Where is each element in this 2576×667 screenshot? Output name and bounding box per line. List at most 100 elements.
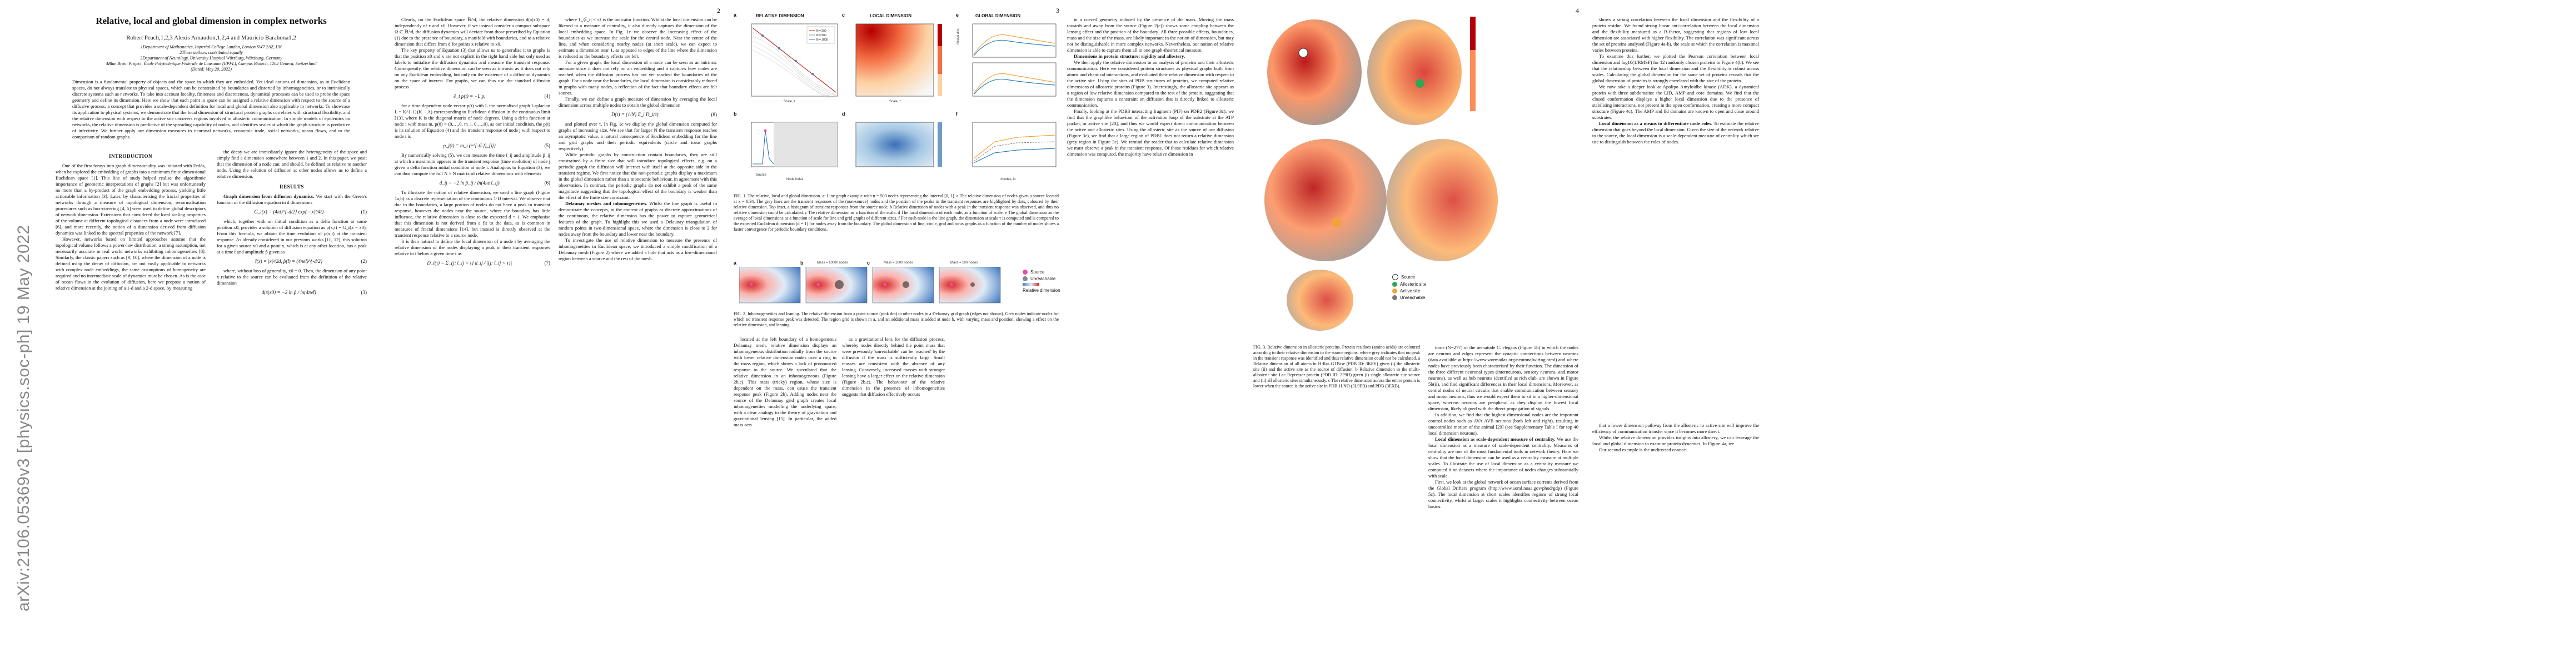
legend-item: Allosteric site [1392, 282, 1426, 287]
date-line: (Dated: May 20, 2022) [191, 67, 232, 72]
body-paragraph: and plotted over τ. In Fig. 1c we displa… [559, 121, 717, 151]
equation-text: d_ij = −2 ln p̂_ij / ln(4πe t̂_ij) [439, 180, 500, 186]
intro-paragraph: One of the first forays into graph dimen… [56, 163, 206, 236]
equation-5: p_j(t) = m_i (e^{-tL})_{ij} (5) [395, 143, 550, 149]
body-paragraph: Graph dimension from diffusion dynamics.… [217, 193, 367, 206]
body-paragraph: In addition, we find that the highest di… [1428, 412, 1578, 436]
unreachable-swatch [1392, 295, 1397, 300]
body-paragraph: To illustrate the notion of relative dim… [395, 190, 550, 238]
affiliation-line: 3Department of Neurology, University Hos… [140, 56, 282, 61]
authors: Robert Peach,1,2,3 Alexis Arnaudon,1,2,4… [126, 34, 296, 41]
page2-col-right: where 1_{t̂_ij < τ} is the indicator fun… [559, 17, 717, 262]
body-paragraph: where 1_{t̂_ij < τ} is the indicator fun… [559, 17, 717, 59]
page1-col-left: INTRODUCTION One of the first forays int… [56, 149, 206, 291]
colorbar [1023, 283, 1039, 286]
equation-text: G_t(x) = (4πt)^{-d/2} exp(−|x|²/4t) [254, 209, 324, 215]
legend-label: N = 200 [816, 29, 826, 33]
figure-2-legend: Source Unreachable Relative dimension [1023, 268, 1062, 295]
body-paragraph: While periodic graphs by construction co… [559, 152, 717, 200]
page-3-continued: in a curved geometry induced by the pres… [1062, 0, 1245, 667]
equation-text: d(x|x0) = −2 ln p̂ / ln(4πet̂) [261, 290, 316, 295]
body-paragraph: where, without loss of generality, x0 = … [217, 268, 367, 286]
source-swatch [1023, 270, 1028, 275]
subheading: Dimensions in protein structure: rigidit… [1074, 53, 1185, 59]
body-paragraph: By numerically solving (5), we can measu… [395, 152, 550, 176]
equation-4: ∂_t p(t) = −L p, (4) [395, 93, 550, 99]
legend-label: Unreachable [1400, 295, 1426, 300]
axis-label: Scale, τ [889, 100, 901, 103]
intro-heading: INTRODUCTION [108, 153, 152, 159]
axis-label: Source [756, 173, 767, 177]
protein-structures [1264, 17, 1498, 331]
body-paragraph: First, we look at the global network of … [1428, 479, 1578, 509]
page-3: 3 a RELATIVE DIMENSION LOCAL DIMENSION G… [728, 0, 1062, 667]
body-paragraph: located at the left boundary of a homoge… [734, 336, 836, 427]
figure-2: a b c Mass = 10000 nodes Mass = 1000 nod… [734, 260, 1062, 310]
dimension-vs-nodes-plot [972, 122, 1057, 167]
panel-title: Mass = 100 nodes [950, 261, 978, 265]
legend-label: Source [1030, 270, 1045, 275]
subheading: Delaunay meshes and inhomogeneities. [565, 201, 647, 206]
body-text: Whilst the line graph is useful to demon… [559, 201, 717, 237]
body-paragraph: Local dimension as a means to differenti… [1592, 121, 1759, 145]
equation-text: t̂(x) = |x|²/2d, p̂(t̂) = (4πet̂)^{-d/2} [255, 258, 323, 264]
page3-col-2: as a gravitational lens for the diffusio… [842, 336, 945, 397]
equation-number: (2) [361, 258, 367, 264]
local-dimension-grid [855, 122, 942, 167]
body-paragraph: Clearly, on the Euclidean space ℝ^d, the… [395, 17, 550, 47]
body-paragraph: For a given graph, the local dimension o… [559, 59, 717, 96]
legend-label: Unreachable [1030, 276, 1056, 281]
allosteric-swatch [1392, 282, 1397, 287]
local-dimension-heatmap [855, 23, 942, 97]
body-paragraph: tome (N=277) of the nematode C. elegans … [1428, 345, 1578, 411]
equation-text: D(τ) = (1/N) Σ_i D_i(τ) [611, 112, 659, 117]
body-paragraph: Finally, looking at the PDB3 interacting… [1067, 108, 1234, 157]
equation-1: G_t(x) = (4πt)^{-d/2} exp(−|x|²/4t) (1) [217, 209, 367, 215]
legend-item: Unreachable [1392, 295, 1426, 300]
legend-label: Relative dimension [1023, 288, 1060, 293]
panel-title: GLOBAL DIMENSION [975, 13, 1021, 18]
page4-col-3: that a lower dimension pathway from the … [1592, 422, 1759, 453]
equation-text: D_i(τ) = Σ_{j: t̂_ij < τ} d_ij / |{j: t̂… [427, 260, 512, 266]
page1-col-right: the decay we are immediately ignore the … [217, 149, 367, 299]
body-paragraph: Finally, we can define a graph measure o… [559, 96, 717, 108]
abstract: Dimension is a fundamental property of o… [72, 79, 350, 140]
axis-label: Global dim. [957, 27, 960, 44]
legend-label: Source [1401, 275, 1416, 280]
equation-text: ∂_t p(t) = −L p, [454, 93, 486, 99]
panel-label: d [842, 111, 845, 117]
body-paragraph: It is then natural to define the local d… [395, 238, 550, 256]
subheading: Local dimension as a means to differenti… [1599, 121, 1712, 126]
figure-2-caption: FIG. 2. Inhomogeneities and leaning. The… [734, 311, 1059, 327]
subheading: Local dimension as scale-dependent measu… [1435, 436, 1556, 442]
equation-number: (4) [544, 93, 551, 99]
paper-title: Relative, local and global dimension in … [96, 16, 327, 26]
page-2: 2 Clearly, on the Euclidean space ℝ^d, t… [389, 0, 723, 667]
axis-label: #nodes, N [1000, 178, 1016, 181]
global-dimension-plot [972, 23, 1057, 97]
page-number: 4 [1576, 7, 1579, 14]
body-paragraph: We then apply the relative dimension in … [1067, 59, 1234, 108]
equation-6: d_ij = −2 ln p̂_ij / ln(4πe t̂_ij) (6) [395, 180, 550, 186]
equation-number: (3) [361, 290, 367, 295]
page3-col-1: located at the left boundary of a homoge… [734, 336, 836, 428]
body-paragraph: as a gravitational lens for the diffusio… [842, 336, 945, 397]
panel-label: c [842, 12, 845, 18]
legend-item: Relative dimension [1023, 288, 1062, 293]
body-paragraph: in a curved geometry induced by the pres… [1067, 17, 1234, 53]
page2-col-left: Clearly, on the Euclidean space ℝ^d, the… [395, 17, 550, 270]
page-number: 2 [717, 7, 720, 14]
affiliations: 1Department of Mathematics, Imperial Col… [56, 44, 367, 72]
equation-number: (6) [544, 180, 551, 186]
equation-number: (8) [711, 112, 718, 117]
unreachable-swatch [1023, 276, 1028, 281]
page4-col-1: shows a strong correlation between the l… [1592, 17, 1759, 145]
page3-col-3: in a curved geometry induced by the pres… [1067, 17, 1234, 157]
intro-paragraph: However, networks based on limited appro… [56, 236, 206, 291]
body-paragraph: To investigate the use of relative dimen… [559, 237, 717, 261]
panel-label: a [734, 260, 737, 266]
body-paragraph: for a time-dependent node vector p(t) wi… [395, 103, 550, 139]
figure-3: Source Allosteric site Active site Unrea… [1253, 11, 1581, 339]
panel-title: Mass = 10000 nodes [817, 261, 848, 265]
body-paragraph: shows a strong correlation between the l… [1592, 17, 1759, 53]
